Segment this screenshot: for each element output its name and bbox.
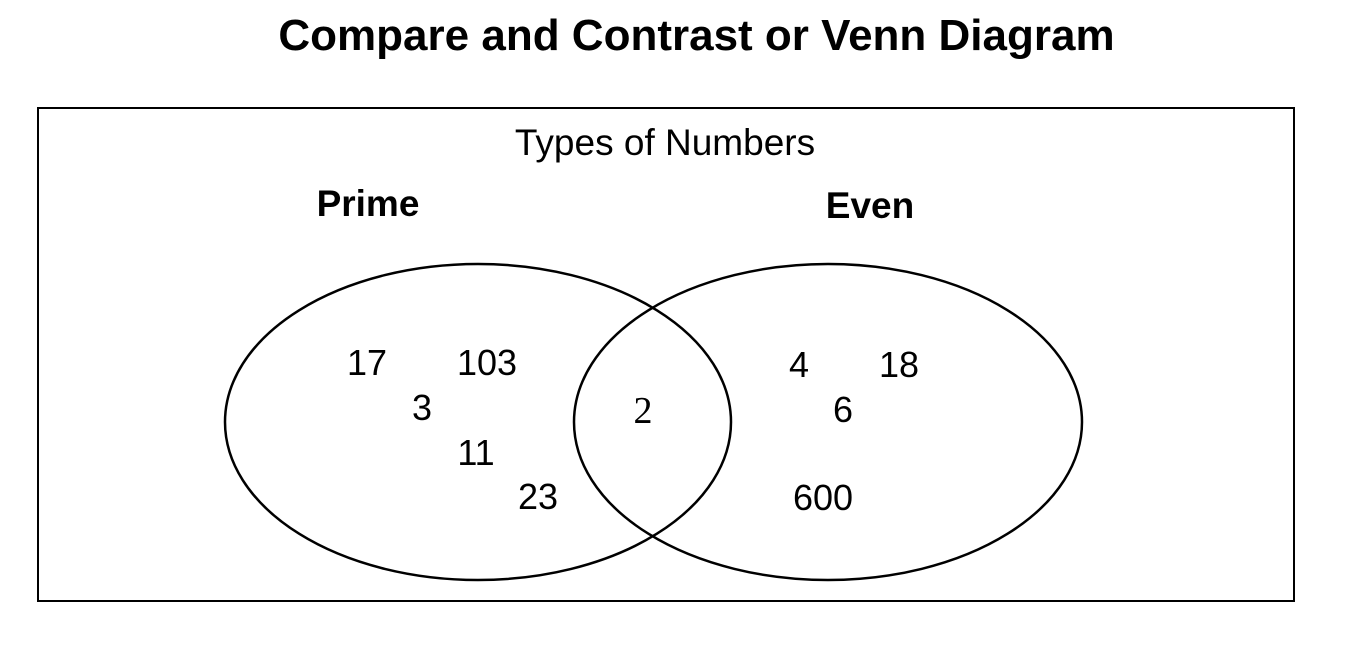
even-item: 6 [833, 389, 853, 430]
prime-item: 103 [457, 342, 517, 383]
diagram-frame [37, 107, 1295, 602]
diagram-heading: Types of Numbers [515, 122, 815, 163]
even-item: 4 [789, 344, 809, 385]
even-set-circle [572, 262, 1084, 582]
even-item: 18 [879, 344, 919, 385]
prime-set-circle [223, 262, 733, 582]
intersection-item: 2 [634, 390, 653, 432]
even-item: 600 [793, 477, 853, 518]
page-title: Compare and Contrast or Venn Diagram [278, 11, 1115, 60]
prime-item: 23 [518, 476, 558, 517]
prime-item: 3 [412, 387, 432, 428]
prime-item: 17 [347, 342, 387, 383]
even-set-label: Even [826, 185, 914, 226]
prime-set-label: Prime [317, 183, 420, 224]
prime-item: 11 [457, 432, 494, 473]
